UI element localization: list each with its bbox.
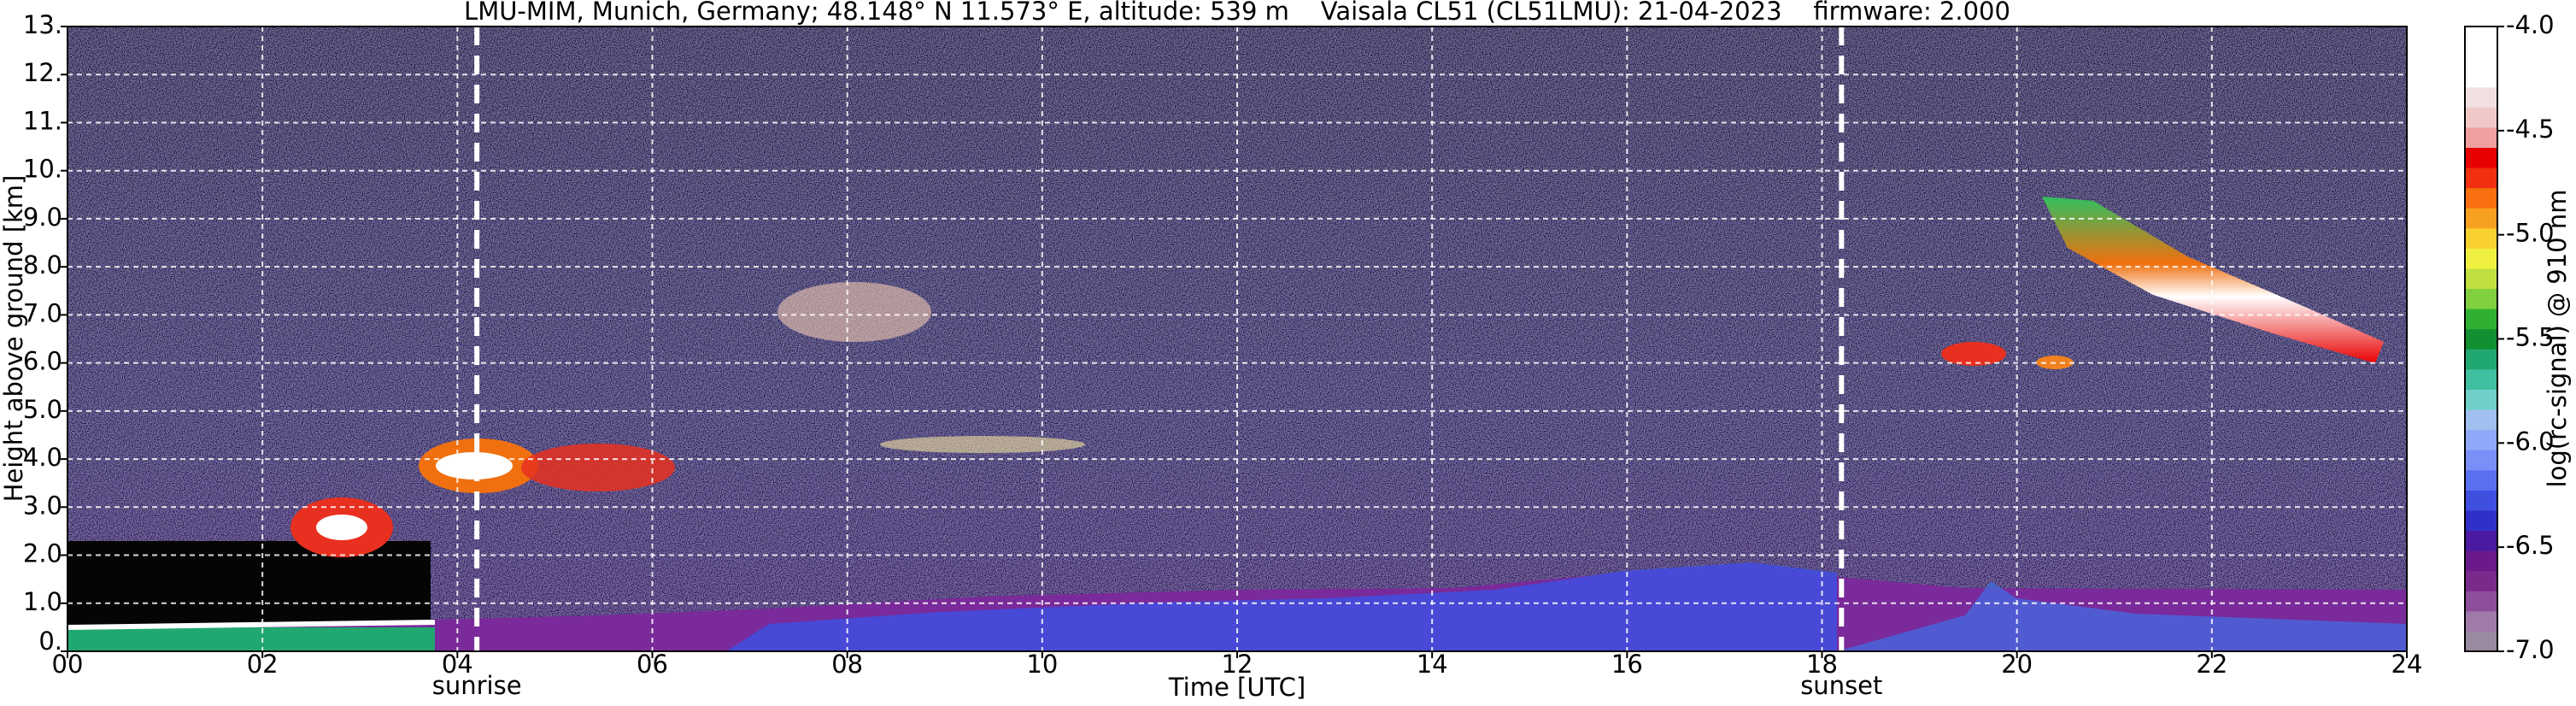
colorbar-swatch xyxy=(2465,509,2497,532)
y-tick-label: 7.0 xyxy=(23,298,62,327)
colorbar-swatch xyxy=(2465,429,2497,450)
cloud xyxy=(777,282,931,342)
y-tick-label: 3.0 xyxy=(23,491,62,520)
colorbar-swatch xyxy=(2465,147,2497,168)
colorbar-tick-label: -5.5 xyxy=(2506,323,2555,352)
colorbar-tick-label: -6.5 xyxy=(2506,531,2555,560)
colorbar-swatch xyxy=(2465,107,2497,128)
y-tick-label: 6.0 xyxy=(23,347,62,376)
x-tick-label: 24 xyxy=(2391,650,2423,679)
colorbar-swatch xyxy=(2465,328,2497,350)
y-axis-label: Height above ground [km] xyxy=(0,175,28,503)
y-tick-label: 13. xyxy=(23,10,62,39)
colorbar-swatch xyxy=(2465,530,2497,551)
x-tick-label: 16 xyxy=(1611,650,1643,679)
chart-title: LMU-MIM, Munich, Germany; 48.148° N 11.5… xyxy=(464,0,2010,26)
colorbar-swatch xyxy=(2465,208,2497,229)
cloud xyxy=(1941,342,2006,366)
colorbar-swatch xyxy=(2465,67,2497,88)
x-tick-label: 04 xyxy=(442,650,473,679)
annotation-label: sunset xyxy=(1800,671,1882,700)
boundary-layer-blue xyxy=(726,562,1837,651)
colorbar-swatch xyxy=(2465,86,2497,108)
colorbar-swatch xyxy=(2465,368,2497,390)
y-tick-label: 5.0 xyxy=(23,395,62,424)
x-tick-label: 12 xyxy=(1222,650,1253,679)
x-tick-label: 20 xyxy=(2001,650,2033,679)
annotation-label: sunrise xyxy=(432,671,522,700)
y-tick-label: 2.0 xyxy=(23,539,62,568)
y-tick-label: 1.0 xyxy=(23,587,62,616)
colorbar-swatch xyxy=(2465,591,2497,612)
colorbar-swatch xyxy=(2465,126,2497,148)
cloud xyxy=(880,436,1085,453)
colorbar-swatch xyxy=(2465,26,2497,48)
colorbar-swatch xyxy=(2465,288,2497,309)
cloud xyxy=(521,444,675,491)
colorbar-tick-label: -7.0 xyxy=(2506,635,2555,664)
x-tick-label: 14 xyxy=(1417,650,1448,679)
colorbar-swatch xyxy=(2465,389,2497,410)
colorbar-tick-label: -6.0 xyxy=(2506,427,2555,456)
surface-layer-top xyxy=(67,620,436,630)
cirrus xyxy=(2042,197,2384,363)
colorbar-tick-label: -4.5 xyxy=(2506,115,2555,144)
boundary-layer-blue xyxy=(1837,581,2407,651)
surface-layer xyxy=(67,627,435,651)
colorbar-label: log(rc-signal) @ 910 nm xyxy=(2543,190,2572,488)
y-tick-label: 4.0 xyxy=(23,443,62,472)
x-tick-label: 06 xyxy=(637,650,668,679)
y-tick-label: 10. xyxy=(23,155,62,184)
colorbar-swatch xyxy=(2465,168,2497,189)
colorbar-swatch xyxy=(2465,570,2497,591)
x-tick-label: 00 xyxy=(52,650,84,679)
colorbar-tick-label: -5.0 xyxy=(2506,219,2555,248)
y-tick-label: 11. xyxy=(23,106,62,135)
y-tick-label: 12. xyxy=(23,58,62,87)
colorbar-swatch xyxy=(2465,409,2497,431)
y-tick-label: 8.0 xyxy=(23,250,62,279)
colorbar-swatch xyxy=(2465,187,2497,209)
dark-region xyxy=(67,541,431,627)
x-tick-label: 08 xyxy=(831,650,863,679)
x-tick-label: 22 xyxy=(2196,650,2227,679)
colorbar-swatch xyxy=(2465,309,2497,330)
y-tick-label: 9.0 xyxy=(23,203,62,232)
x-axis-label: Time [UTC] xyxy=(1168,673,1306,702)
cloud xyxy=(316,515,367,540)
colorbar-swatch xyxy=(2465,349,2497,370)
colorbar-swatch xyxy=(2465,490,2497,511)
x-tick-label: 18 xyxy=(1806,650,1838,679)
plot-frame xyxy=(67,26,2408,652)
colorbar-swatch xyxy=(2465,550,2497,572)
colorbar-swatch xyxy=(2465,46,2497,68)
colorbar-swatch xyxy=(2465,268,2497,290)
colorbar-swatch xyxy=(2465,227,2497,249)
colorbar-swatch xyxy=(2465,450,2497,471)
colorbar-tick-label: -4.0 xyxy=(2506,10,2555,39)
colorbar-swatch xyxy=(2465,469,2497,491)
y-tick-label: 0. xyxy=(38,627,62,656)
colorbar-swatch xyxy=(2465,631,2497,652)
x-tick-label: 02 xyxy=(247,650,279,679)
axes: 00 02 04 06 08 10 12 14 16 18 20 22 24 0. 1.0 2.0 3.0 4.0… xyxy=(23,10,2555,700)
colorbar-swatch xyxy=(2465,610,2497,632)
colorbar-swatch xyxy=(2465,248,2497,269)
x-tick-label: 10 xyxy=(1026,650,1058,679)
cloud xyxy=(436,452,513,479)
